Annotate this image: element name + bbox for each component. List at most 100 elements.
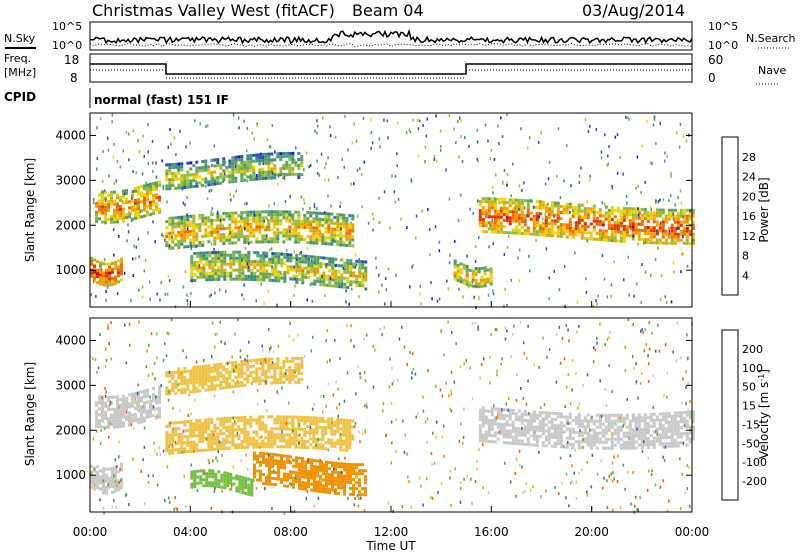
- velocity-cell: [201, 371, 205, 374]
- velocity-cell: [288, 445, 292, 449]
- power-cell: [258, 219, 262, 223]
- velocity-cell: [143, 404, 146, 408]
- power-noise-cell: [371, 212, 374, 216]
- power-noise-cell: [501, 135, 504, 139]
- velocity-cell: [125, 418, 128, 421]
- velocity-cell: [105, 473, 108, 477]
- power-cell: [180, 183, 184, 187]
- power-cell: [691, 238, 695, 242]
- velocity-cell: [685, 422, 689, 426]
- velocity-cell: [198, 428, 202, 431]
- power-noise-cell: [668, 229, 671, 233]
- power-cell: [174, 237, 178, 241]
- power-cell: [604, 238, 608, 242]
- velocity-noise-cell: [239, 349, 242, 353]
- power-cell: [361, 281, 365, 285]
- velocity-cell: [258, 427, 262, 431]
- velocity-cell: [532, 419, 536, 423]
- velocity-cell: [343, 483, 346, 487]
- power-cell: [202, 263, 206, 267]
- power-cell: [199, 257, 203, 261]
- power-noise-cell: [458, 287, 460, 291]
- velocity-cell: [207, 418, 211, 422]
- power-noise-cell: [277, 174, 280, 178]
- velocity-cell: [628, 425, 632, 429]
- power-cell: [565, 235, 569, 239]
- velocity-cell: [625, 443, 629, 447]
- velocity-cell: [237, 419, 241, 423]
- power-cell: [333, 239, 337, 243]
- power-cell: [306, 223, 310, 227]
- power-cell: [333, 230, 337, 234]
- velocity-cell: [319, 489, 322, 493]
- power-cell: [489, 270, 493, 274]
- velocity-cell: [192, 369, 196, 373]
- power-cell: [676, 232, 680, 236]
- velocity-cell: [107, 407, 110, 411]
- power-cell: [493, 215, 497, 219]
- velocity-cell: [628, 443, 632, 447]
- power-cell: [345, 219, 349, 223]
- velocity-cell: [643, 431, 647, 435]
- power-cell: [685, 217, 689, 221]
- power-cell: [640, 207, 644, 211]
- velocity-cell: [595, 446, 599, 450]
- power-noise-cell: [467, 285, 470, 289]
- velocity-cell: [255, 367, 259, 371]
- power-cell: [210, 158, 214, 162]
- power-cell: [117, 265, 120, 269]
- power-noise-cell: [92, 201, 95, 205]
- velocity-cell: [259, 472, 262, 476]
- power-cell: [195, 184, 199, 188]
- power-cell: [168, 169, 172, 173]
- velocity-cell: [604, 440, 608, 444]
- velocity-cell: [237, 366, 241, 370]
- power-cell: [661, 226, 665, 230]
- velocity-cell: [288, 380, 292, 384]
- power-cell: [120, 272, 123, 276]
- power-cell: [152, 209, 155, 213]
- power-cell: [253, 251, 257, 255]
- velocity-cell: [631, 440, 635, 444]
- velocity-cell: [556, 430, 560, 434]
- velocity-cell: [301, 469, 304, 473]
- power-noise-cell: [529, 198, 532, 202]
- power-noise-cell: [162, 184, 165, 188]
- velocity-cell: [514, 433, 518, 437]
- power-cell: [631, 213, 635, 217]
- velocity-cell: [340, 480, 343, 484]
- power-cell: [219, 163, 223, 167]
- power-cell: [637, 234, 641, 238]
- velocity-cell: [345, 424, 349, 428]
- power-cell: [288, 237, 292, 241]
- power-cell: [343, 261, 347, 265]
- velocity-cell: [195, 368, 199, 372]
- velocity-cell: [348, 425, 352, 429]
- power-cell: [634, 231, 638, 235]
- power-cell: [598, 220, 602, 224]
- velocity-cell: [520, 412, 524, 416]
- power-cell: [241, 259, 245, 263]
- velocity-cell: [240, 360, 244, 364]
- power-cell: [628, 225, 632, 229]
- velocity-cell: [110, 419, 113, 423]
- power-cell: [99, 264, 102, 268]
- power-cell: [189, 179, 193, 183]
- power-cell: [96, 269, 99, 273]
- velocity-cell: [343, 486, 346, 490]
- power-cell: [459, 262, 463, 266]
- velocity-cell: [646, 425, 650, 429]
- velocity-cell: [535, 434, 539, 438]
- velocity-cell: [325, 484, 328, 488]
- velocity-cell: [301, 484, 304, 488]
- velocity-cell: [267, 445, 271, 449]
- power-cell: [294, 237, 298, 241]
- velocity-cell: [237, 375, 241, 379]
- power-cell: [274, 258, 278, 262]
- velocity-cell: [541, 426, 545, 430]
- power-noise-cell: [264, 254, 267, 258]
- power-cell: [487, 212, 491, 216]
- velocity-cell: [321, 417, 325, 420]
- velocity-cell: [634, 446, 638, 450]
- velocity-cell: [246, 380, 250, 384]
